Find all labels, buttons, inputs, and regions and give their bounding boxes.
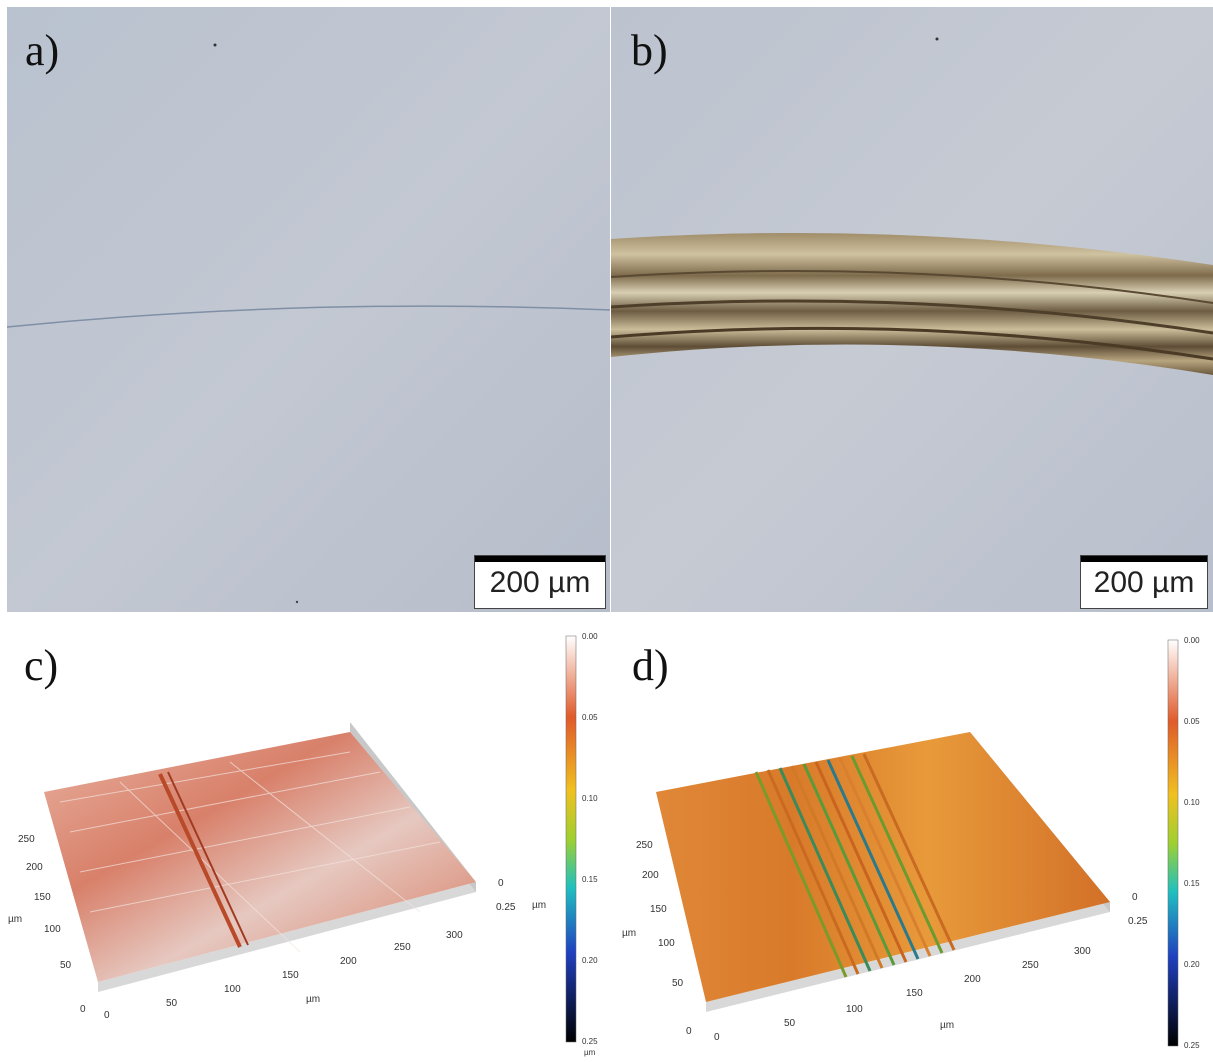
x-tick: 300 [1074, 946, 1091, 957]
z-unit: µm [532, 900, 547, 911]
y-tick: 0 [80, 1004, 86, 1015]
x-tick: 300 [446, 930, 463, 941]
y-unit: µm [622, 928, 637, 939]
colorbar-tick: 0.25 [582, 1037, 598, 1046]
x-tick: 100 [224, 984, 241, 995]
panel-label-c: c) [24, 641, 59, 690]
colorbar-unit: µm [584, 1048, 596, 1057]
z-tick: 0.25 [1128, 916, 1148, 927]
colorbar-tick: 0.25 [1184, 1041, 1200, 1050]
micrograph-a-image [7, 7, 610, 612]
y-tick: 200 [26, 862, 43, 873]
colorbar-tick: 0.10 [582, 794, 598, 803]
scale-bar-line [1081, 556, 1207, 562]
x-tick: 250 [1022, 960, 1039, 971]
colorbar-tick: 0.20 [582, 956, 598, 965]
y-tick: 200 [642, 870, 659, 881]
x-tick: 0 [714, 1032, 720, 1043]
z-tick: 0.25 [496, 902, 516, 913]
x-tick: 200 [340, 956, 357, 967]
y-tick: 150 [34, 892, 51, 903]
x-tick: 50 [166, 998, 178, 1009]
colorbar-tick: 0.15 [582, 875, 598, 884]
y-tick: 100 [44, 924, 61, 935]
scale-bar-a: 200 µm [474, 555, 606, 609]
colorbar-tick: 0.00 [582, 632, 598, 641]
colorbar-tick: 0.15 [1184, 879, 1200, 888]
micrograph-b-image [611, 7, 1213, 612]
y-tick: 250 [636, 840, 653, 851]
wear-track-ridges [754, 753, 956, 978]
colorbar-tick: 0.05 [1184, 717, 1200, 726]
surface-c [44, 732, 476, 982]
z-tick: 0 [1132, 892, 1138, 903]
x-unit: µm [306, 994, 321, 1005]
scratch-groove [158, 773, 242, 948]
x-tick: 50 [784, 1018, 796, 1029]
panel-label-a: a) [25, 26, 60, 75]
y-unit: µm [8, 914, 23, 925]
x-tick: 250 [394, 942, 411, 953]
x-tick: 150 [906, 988, 923, 999]
panel-label-d: d) [632, 641, 669, 690]
z-tick: 0 [498, 878, 504, 889]
colorbar-tick: 0.05 [582, 713, 598, 722]
y-tick: 250 [18, 834, 35, 845]
profile-3d-c: c) [0, 612, 606, 1062]
scale-bar-text: 200 µm [1093, 566, 1195, 599]
scale-bar-b: 200 µm [1080, 555, 1208, 609]
colorbar-tick: 0.00 [1184, 636, 1200, 645]
colorbar-tick: 0.10 [1184, 798, 1200, 807]
y-tick: 50 [672, 978, 684, 989]
micrograph-b: b) 200 µm [611, 7, 1213, 612]
colorbar-tick: 0.20 [1184, 960, 1200, 969]
scale-bar-text: 200 µm [489, 566, 591, 599]
y-tick: 150 [650, 904, 667, 915]
y-tick: 100 [658, 938, 675, 949]
y-tick: 0 [686, 1026, 692, 1037]
colorbar-d [1167, 639, 1179, 1047]
surface-plot-d [656, 639, 1179, 1047]
surface-plot-c [44, 635, 577, 1043]
x-unit: µm [940, 1020, 955, 1031]
profile-3d-d: d) [606, 612, 1213, 1062]
panel-label-b: b) [631, 26, 668, 75]
colorbar-c [565, 635, 577, 1043]
scale-bar-line [475, 556, 605, 562]
y-tick: 50 [60, 960, 72, 971]
micrograph-a: a) 200 µm [7, 7, 610, 612]
scratch-line [7, 305, 610, 328]
x-tick: 0 [104, 1010, 110, 1021]
x-tick: 150 [282, 970, 299, 981]
x-tick: 200 [964, 974, 981, 985]
x-tick: 100 [846, 1004, 863, 1015]
